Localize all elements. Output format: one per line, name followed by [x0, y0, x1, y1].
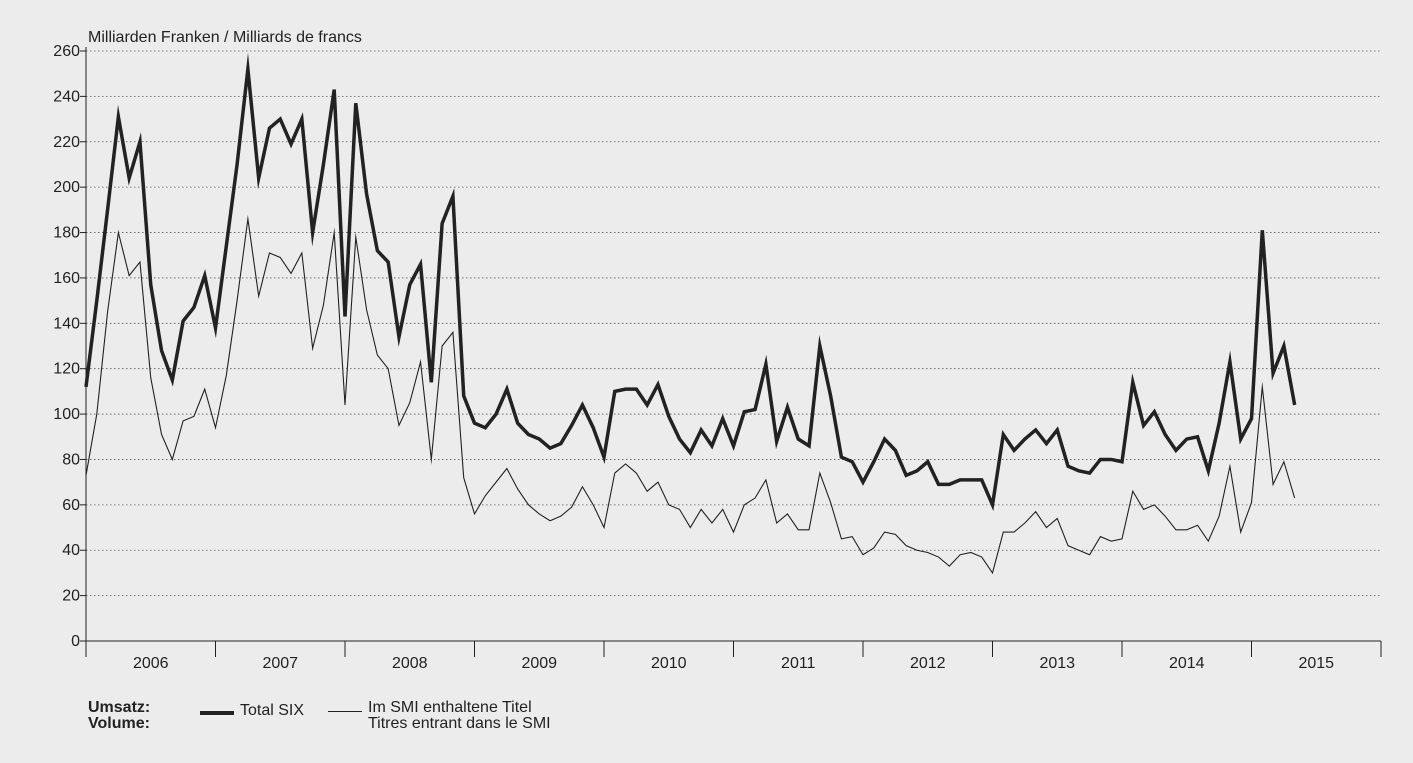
legend-swatch-smi: [328, 711, 362, 712]
legend-label-total-six: Total SIX: [240, 702, 305, 719]
y-tick-label: 180: [53, 225, 80, 242]
y-tick-label: 260: [53, 43, 80, 60]
legend-label-smi-de: Im SMI enthaltene Titel: [368, 699, 532, 716]
x-tick-label: 2009: [521, 655, 557, 672]
series-line-smi-titles: [85, 214, 1296, 575]
x-tick-label: 2014: [1169, 655, 1205, 672]
legend-heading-de: Umsatz:: [88, 699, 151, 716]
legend-heading-fr: Volume:: [88, 715, 150, 732]
y-tick-label: 80: [62, 451, 80, 468]
x-tick-label: 2007: [262, 655, 298, 672]
legend-heading: Umsatz: Volume:: [88, 700, 178, 732]
x-tick-label: 2008: [392, 655, 428, 672]
legend-item-total-six: Total SIX: [200, 700, 304, 719]
series-line-total-six: [84, 52, 1297, 512]
unit-label: Milliarden Franken / Milliards de francs: [88, 29, 362, 46]
y-tick-label: 140: [53, 315, 80, 332]
line-chart: Milliarden Franken / Milliards de francs…: [53, 29, 1382, 672]
y-tick-label: 220: [53, 134, 80, 151]
y-tick-label: 60: [62, 497, 80, 514]
x-tick-label: 2010: [651, 655, 687, 672]
legend-label-smi: Im SMI enthaltene Titel Titres entrant d…: [368, 700, 551, 732]
x-tick-label: 2013: [1039, 655, 1075, 672]
legend-swatch-total-six: [200, 711, 234, 715]
x-tick-label: 2012: [910, 655, 946, 672]
y-tick-label: 240: [53, 88, 80, 105]
legend-label-smi-fr: Titres entrant dans le SMI: [368, 715, 551, 732]
y-tick-label: 200: [53, 179, 80, 196]
y-tick-label: 100: [53, 406, 80, 423]
y-tick-label: 40: [62, 542, 80, 559]
x-tick-label: 2006: [133, 655, 169, 672]
y-tick-label: 120: [53, 361, 80, 378]
y-tick-label: 160: [53, 270, 80, 287]
legend-item-smi: Im SMI enthaltene Titel Titres entrant d…: [328, 700, 551, 732]
x-tick-label: 2011: [781, 655, 816, 672]
y-tick-label: 0: [71, 633, 80, 650]
y-tick-label: 20: [62, 588, 80, 605]
x-tick-label: 2015: [1298, 655, 1334, 672]
